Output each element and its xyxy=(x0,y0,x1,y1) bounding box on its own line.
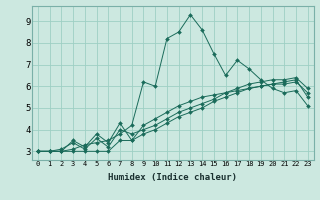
X-axis label: Humidex (Indice chaleur): Humidex (Indice chaleur) xyxy=(108,173,237,182)
